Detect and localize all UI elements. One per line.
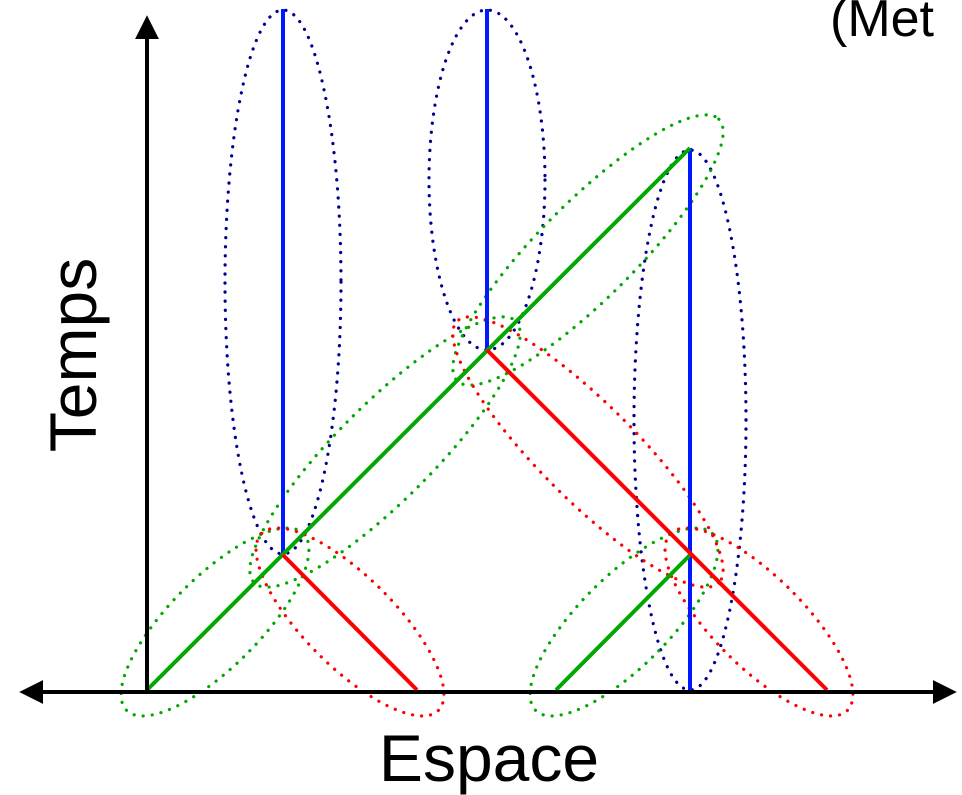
- envelope-red-1: [254, 526, 446, 718]
- envelope-blue-3: [632, 148, 748, 692]
- envelope-green-4: [528, 526, 720, 718]
- envelope-green-3: [451, 113, 725, 387]
- worldline-group: [145, 9, 829, 692]
- worldline-green-2: [554, 553, 692, 692]
- y-axis-label: Temps: [36, 258, 110, 452]
- worldline-green-1: [145, 146, 692, 692]
- x-axis-label: Espace: [379, 721, 599, 795]
- worldline-red-1: [281, 553, 419, 692]
- corner-label: (Met: [830, 0, 935, 48]
- worldline-red-2: [485, 348, 829, 692]
- envelope-blue-1: [223, 8, 343, 556]
